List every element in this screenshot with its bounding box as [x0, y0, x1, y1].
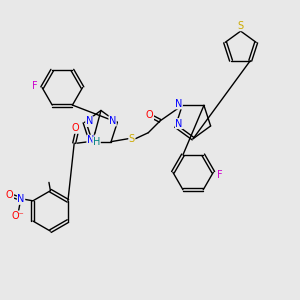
Text: N: N: [109, 116, 116, 126]
Text: N: N: [176, 118, 183, 129]
Text: S: S: [238, 21, 244, 31]
Text: O: O: [146, 110, 154, 121]
Text: F: F: [217, 170, 223, 180]
Text: N: N: [87, 135, 94, 145]
Text: O: O: [72, 123, 80, 133]
Text: H: H: [93, 137, 100, 147]
Text: S: S: [129, 134, 135, 144]
Text: N: N: [175, 99, 182, 109]
Text: N: N: [17, 194, 25, 204]
Text: N: N: [85, 116, 93, 127]
Text: O⁻: O⁻: [11, 211, 24, 221]
Text: O: O: [6, 190, 14, 200]
Text: F: F: [32, 81, 38, 91]
Text: N: N: [92, 138, 100, 148]
